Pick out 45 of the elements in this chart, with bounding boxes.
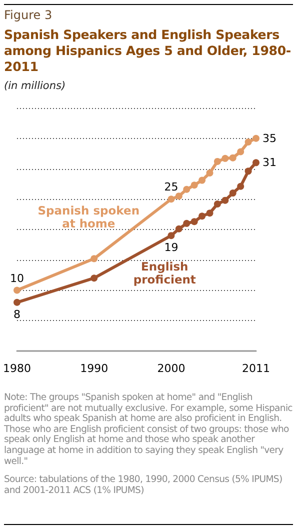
point <box>206 170 214 176</box>
point <box>222 154 229 162</box>
point <box>252 159 260 166</box>
data-label: 35 <box>262 132 276 145</box>
point <box>237 182 244 190</box>
series-label: English proficient <box>133 259 196 286</box>
data-label: 19 <box>164 241 178 254</box>
point <box>14 298 20 306</box>
x-tick-label: 1980 <box>2 362 31 375</box>
series-label: Spanish spoken at home <box>38 203 140 230</box>
x-tick-label: 2011 <box>242 362 270 375</box>
caption: Figure 3 <box>4 8 52 22</box>
point <box>168 196 175 203</box>
point <box>198 176 206 184</box>
chart-title: Spanish Speakers and English Speakers among Hispanics Ages 5 and Older, 1980-2011 <box>4 27 292 75</box>
data-label: 31 <box>262 156 276 170</box>
data-label: 25 <box>164 180 178 194</box>
point <box>229 154 236 162</box>
point <box>168 232 175 240</box>
point <box>183 186 190 193</box>
x-tick-label: 2000 <box>157 362 186 375</box>
point <box>252 134 260 142</box>
x-tick-label: 1990 <box>80 362 108 375</box>
point <box>190 182 198 189</box>
point <box>244 168 252 175</box>
point <box>198 212 206 220</box>
chart-subtitle: (in millions) <box>4 80 66 92</box>
point <box>244 138 252 146</box>
source-note: Source: tabulations of the 1980, 1990, 2000 Census (5% IPUMS) and 2001-2011 ACS (1% IPUMS) <box>4 474 284 496</box>
point <box>237 148 244 156</box>
point <box>175 225 182 232</box>
point <box>14 286 20 294</box>
point <box>190 218 198 226</box>
text: Note: The groups "Spanish spoken at home" and "English proficient" are not mutually exclusive. For example, some Hispanic adults who speak Spanish at home are also proficient in English. Those who are English proficient consist of two groups: those who speak only English at home and those who speak another language at home in addition to saying they speak English "very well." <box>4 392 294 468</box>
point <box>90 274 98 282</box>
point <box>183 220 190 227</box>
point <box>214 158 221 165</box>
point <box>222 196 229 204</box>
data-label: 10 <box>10 272 24 285</box>
point <box>214 200 221 208</box>
point <box>229 190 236 197</box>
point <box>206 210 214 217</box>
point <box>90 255 98 262</box>
point <box>175 192 182 200</box>
data-label: 8 <box>13 308 20 321</box>
